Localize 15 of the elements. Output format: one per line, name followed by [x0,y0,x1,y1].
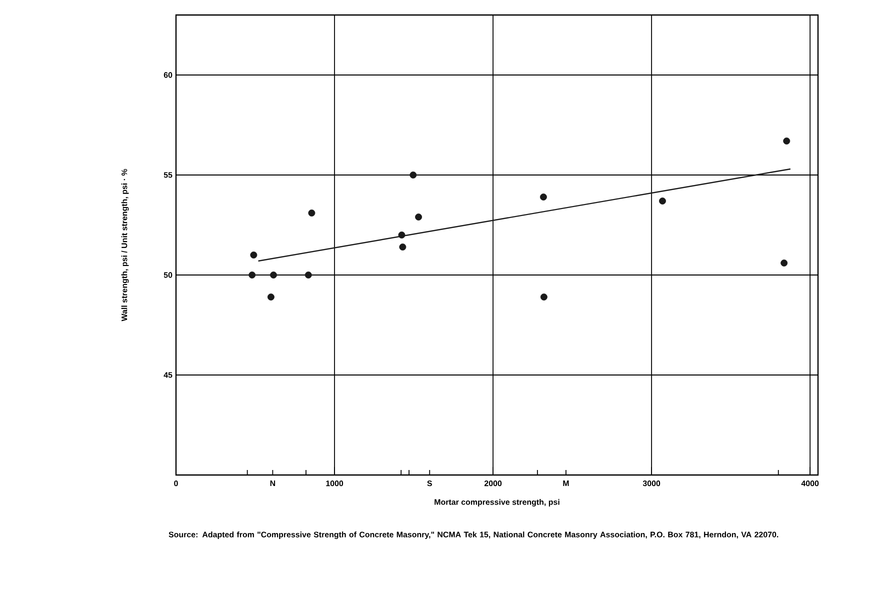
point [415,214,422,220]
point [780,260,788,266]
point [783,138,790,144]
point [267,294,274,300]
point [304,272,312,278]
point [540,294,548,300]
point [248,272,256,278]
point [308,210,316,216]
point [250,252,258,258]
point [540,194,547,200]
point [410,172,417,178]
point [659,198,666,204]
point [399,244,406,250]
point [398,232,406,238]
point [270,272,277,278]
